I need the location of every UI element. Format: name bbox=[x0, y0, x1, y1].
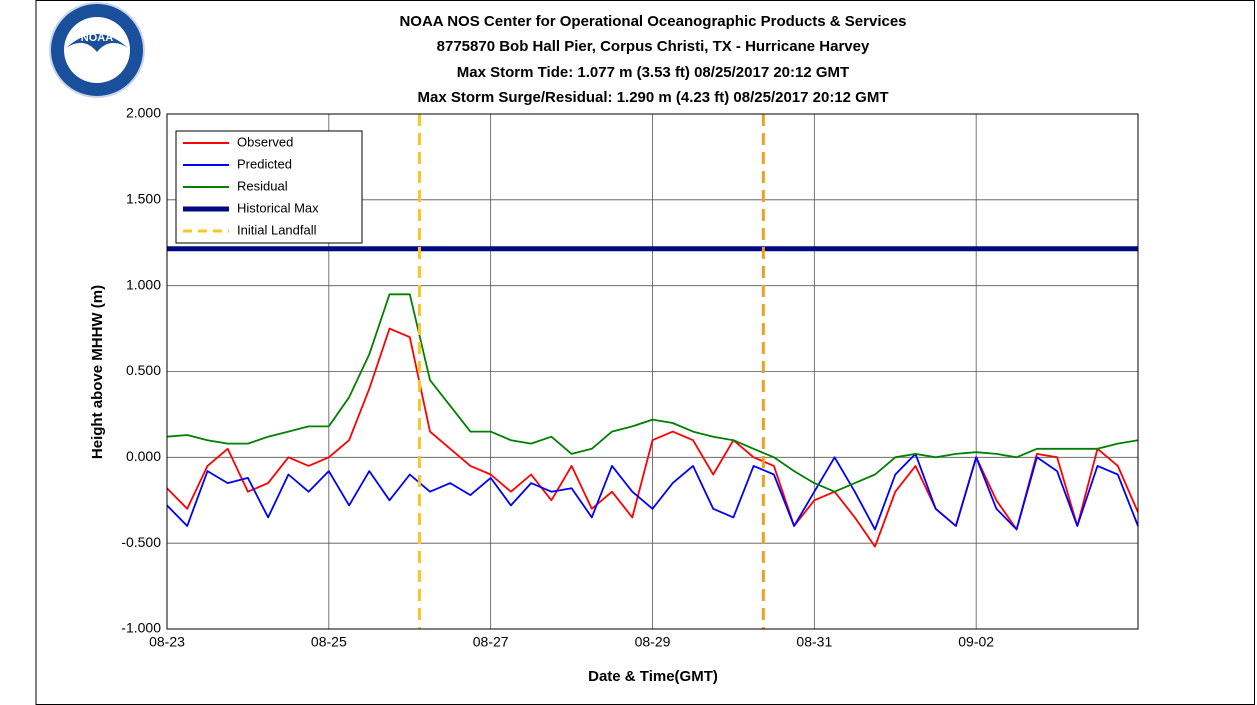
legend-label: Predicted bbox=[237, 156, 292, 171]
y-tick-label: 1.500 bbox=[126, 191, 161, 207]
y-tick-label: 2.000 bbox=[126, 105, 161, 121]
x-axis-label: Date & Time(GMT) bbox=[588, 668, 718, 685]
x-tick-label: 08-31 bbox=[796, 634, 832, 650]
y-tick-label: 0.000 bbox=[126, 448, 161, 464]
legend-label: Observed bbox=[237, 134, 293, 149]
title: Max Storm Tide: 1.077 m (3.53 ft) 08/25/… bbox=[457, 64, 849, 81]
x-tick-label: 08-29 bbox=[635, 634, 671, 650]
legend-label: Initial Landfall bbox=[237, 222, 317, 237]
title: Max Storm Surge/Residual: 1.290 m (4.23 … bbox=[417, 89, 888, 106]
x-tick-label: 09-02 bbox=[958, 634, 994, 650]
title: 8775870 Bob Hall Pier, Corpus Christi, T… bbox=[437, 38, 870, 55]
title: NOAA NOS Center for Operational Oceanogr… bbox=[399, 13, 906, 30]
series-line bbox=[166, 453, 1139, 531]
logo-text: NOAA bbox=[81, 32, 113, 44]
y-tick-label: 0.500 bbox=[126, 362, 161, 378]
series-line bbox=[166, 293, 1139, 493]
x-tick-label: 08-23 bbox=[149, 634, 185, 650]
logo-bird bbox=[66, 34, 128, 52]
y-tick-label: 1.000 bbox=[126, 276, 161, 292]
x-tick-label: 08-25 bbox=[311, 634, 347, 650]
legend: Observed Predicted Residual Historical Max I… bbox=[175, 130, 363, 244]
y-tick-label: -0.500 bbox=[121, 534, 161, 550]
x-tick-label: 08-27 bbox=[473, 634, 509, 650]
legend-label: Residual bbox=[237, 178, 288, 193]
y-axis-label: Height above MHHW (m) bbox=[89, 285, 106, 459]
legend-label: Historical Max bbox=[237, 200, 319, 215]
axes-box bbox=[166, 113, 1139, 630]
y-tick-label: -1.000 bbox=[121, 620, 161, 636]
logo: NOAA bbox=[49, 2, 145, 98]
